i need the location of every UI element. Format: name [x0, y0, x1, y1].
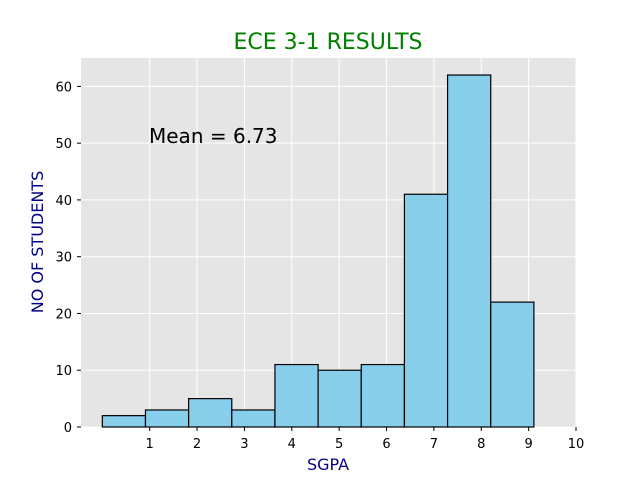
histogram-bar	[404, 194, 447, 427]
y-tick-label: 40	[55, 194, 72, 209]
x-tick-label: 10	[568, 437, 585, 452]
y-axis-ticks: 0 10 20 30 40 50 60	[55, 80, 81, 436]
x-axis-ticks: 1 2 3 4 5 6 7 8 9 10	[146, 427, 585, 452]
histogram-bar	[275, 365, 318, 427]
y-tick-label: 50	[55, 137, 72, 152]
y-tick-label: 0	[64, 421, 72, 436]
histogram-bar	[145, 410, 188, 427]
mean-annotation: Mean = 6.73	[149, 124, 278, 148]
x-tick-label: 5	[335, 437, 343, 452]
histogram-bar	[102, 416, 145, 427]
y-tick-label: 10	[55, 364, 72, 379]
histogram-bar	[448, 75, 491, 427]
histogram-bar	[361, 365, 404, 427]
x-tick-label: 7	[430, 437, 438, 452]
x-tick-label: 9	[524, 437, 532, 452]
y-axis-label: NO OF STUDENTS	[28, 171, 47, 314]
x-tick-label: 8	[477, 437, 485, 452]
x-axis-label: SGPA	[307, 455, 349, 474]
x-tick-label: 2	[193, 437, 201, 452]
x-tick-label: 6	[382, 437, 390, 452]
histogram-bar	[491, 302, 534, 427]
chart-title: ECE 3-1 RESULTS	[234, 30, 423, 55]
histogram-bar	[189, 399, 232, 427]
histogram-bar	[318, 370, 361, 427]
y-tick-label: 20	[55, 307, 72, 322]
x-tick-label: 1	[146, 437, 154, 452]
y-tick-label: 60	[55, 80, 72, 95]
histogram-bar	[232, 410, 275, 427]
x-tick-label: 4	[288, 437, 296, 452]
y-tick-label: 30	[55, 251, 72, 266]
x-tick-label: 3	[240, 437, 248, 452]
